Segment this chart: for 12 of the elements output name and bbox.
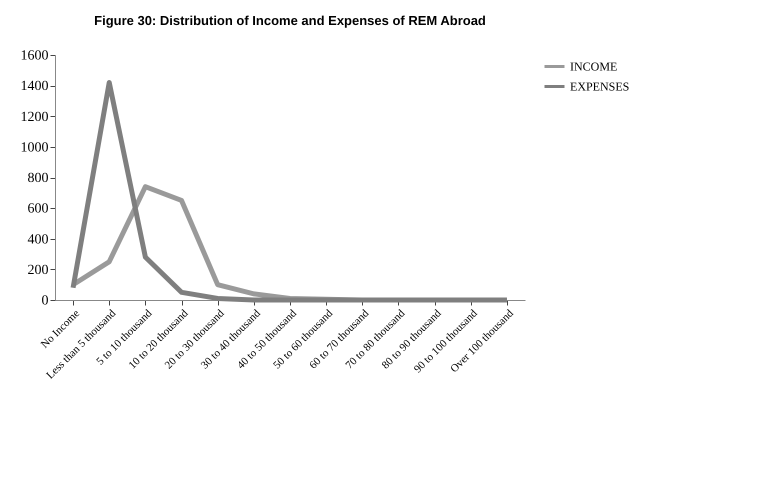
y-tick-label: 200 bbox=[28, 262, 48, 278]
y-tick-label: 0 bbox=[42, 294, 48, 308]
legend-label: INCOME bbox=[570, 60, 618, 74]
y-tick-label: 1600 bbox=[20, 48, 48, 64]
y-tick-label: 1200 bbox=[20, 110, 48, 125]
legend-label: EXPENSES bbox=[570, 80, 630, 94]
y-tick-label: 1000 bbox=[20, 140, 48, 156]
y-tick-label: 800 bbox=[28, 171, 48, 186]
y-tick-label: 600 bbox=[28, 202, 48, 217]
chart-title: Figure 30: Distribution of Income and Expenses of REM Abroad bbox=[94, 13, 486, 28]
y-tick-label: 400 bbox=[28, 232, 48, 248]
y-tick-label: 1400 bbox=[20, 79, 48, 94]
